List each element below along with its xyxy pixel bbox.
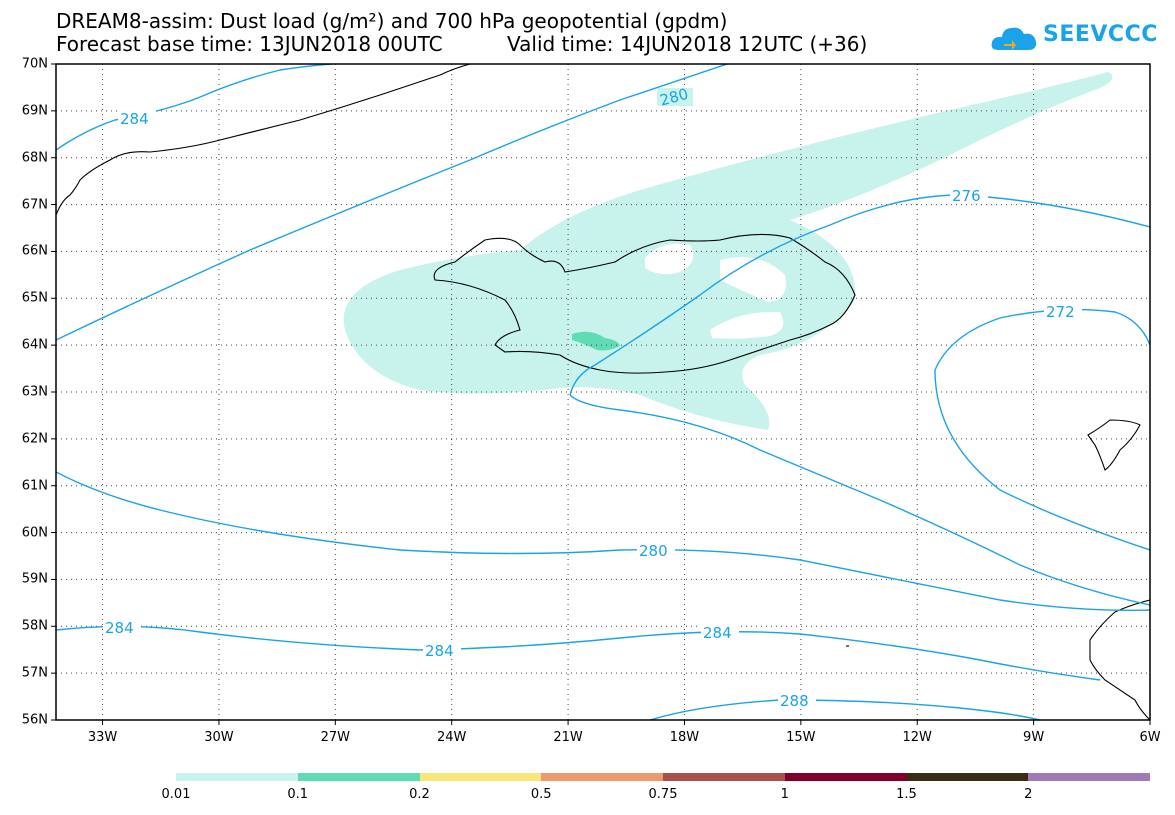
axis-ticks xyxy=(51,63,1151,725)
contour-label-288: 288 xyxy=(780,692,809,710)
lat-label-58n: 58N xyxy=(21,618,48,634)
graticule xyxy=(56,64,1150,720)
contour-284-s xyxy=(56,625,1101,681)
dust-gap-east xyxy=(720,257,786,302)
legend-swatch-7 xyxy=(1028,773,1150,781)
dust-area-low xyxy=(343,72,1113,430)
coastline xyxy=(56,64,1150,720)
contour-label-284-se: 284 xyxy=(703,624,732,642)
contour-288 xyxy=(649,699,1041,720)
lat-label-59n: 59N xyxy=(21,571,48,587)
legend-swatch-2 xyxy=(419,773,542,781)
legend-swatch-6 xyxy=(906,773,1029,781)
lat-label-68n: 68N xyxy=(21,150,48,166)
legend-swatch-0 xyxy=(176,773,298,781)
lon-label-24w: 24W xyxy=(436,730,467,745)
contour-label-284-sw: 284 xyxy=(105,619,134,637)
lon-label-9w: 9W xyxy=(1023,730,1045,745)
legend-swatch-4 xyxy=(663,773,785,781)
legend-label-1: 0.1 xyxy=(287,787,309,802)
legend-swatch-3 xyxy=(541,773,663,781)
legend-label-0: 0.01 xyxy=(161,787,191,802)
logo-text: SEEVCCC xyxy=(1043,22,1158,47)
legend-label-4: 0.75 xyxy=(648,787,678,802)
lat-label-61n: 61N xyxy=(21,478,48,494)
contour-label-276: 276 xyxy=(952,187,981,205)
lon-label-18w: 18W xyxy=(669,730,700,745)
lat-label-70n: 70N xyxy=(21,56,48,72)
contour-284-nw xyxy=(56,64,343,151)
greenland-coast xyxy=(56,64,471,216)
iceland-coast xyxy=(433,233,856,374)
legend-swatch-5 xyxy=(784,773,907,781)
contour-280-s xyxy=(56,471,1150,611)
scotland-coast xyxy=(1089,599,1150,720)
cloud-icon xyxy=(991,27,1037,50)
legend-label-2: 0.2 xyxy=(409,787,430,802)
contour-276 xyxy=(569,194,1150,396)
contour-label-284-nw: 284 xyxy=(120,110,149,128)
lon-label-21w: 21W xyxy=(553,730,583,745)
lat-label-63n: 63N xyxy=(21,384,48,400)
lat-label-60n: 60N xyxy=(21,525,48,541)
lat-label-69n: 69N xyxy=(21,103,48,119)
lat-label-67n: 67N xyxy=(21,197,48,213)
lat-label-56n: 56N xyxy=(21,712,48,728)
contour-276-s xyxy=(569,394,1150,606)
contour-label-280-s: 280 xyxy=(639,542,668,560)
dust-gap-southeast xyxy=(710,311,784,339)
legend-label-3: 0.5 xyxy=(530,787,552,802)
faroe-coast xyxy=(1087,419,1141,471)
lon-label-33w: 33W xyxy=(87,730,118,745)
lon-label-6w: 6W xyxy=(1139,730,1161,745)
lat-label-62n: 62N xyxy=(21,431,48,447)
map-title: DREAM8-assim: Dust load (g/m²) and 700 h… xyxy=(56,9,728,33)
valid-time: Valid time: 14JUN2018 12UTC (+36) xyxy=(507,32,868,56)
dust-area-mid xyxy=(572,331,620,351)
lat-label-65n: 65N xyxy=(21,290,48,306)
contour-272 xyxy=(934,308,1150,551)
lon-label-30w: 30W xyxy=(204,730,234,745)
lat-label-57n: 57N xyxy=(21,665,48,681)
lon-label-27w: 27W xyxy=(320,730,351,745)
lat-label-66n: 66N xyxy=(21,243,48,259)
geopotential-contours xyxy=(56,64,1150,720)
legend-colorbar xyxy=(176,773,1150,781)
legend-swatch-1 xyxy=(297,773,420,781)
contour-label-284-s: 284 xyxy=(425,642,454,660)
lon-label-12w: 12W xyxy=(902,730,932,745)
forecast-base-time: Forecast base time: 13JUN2018 00UTC xyxy=(56,32,443,56)
lon-label-15w: 15W xyxy=(786,730,816,745)
map-frame xyxy=(55,63,1151,721)
contour-280-n xyxy=(56,64,730,341)
legend-label-7: 2 xyxy=(1024,787,1033,802)
lat-label-64n: 64N xyxy=(21,337,48,353)
contour-label-272: 272 xyxy=(1046,303,1075,321)
legend-label-6: 1.5 xyxy=(896,787,917,802)
legend-label-5: 1 xyxy=(780,787,789,802)
